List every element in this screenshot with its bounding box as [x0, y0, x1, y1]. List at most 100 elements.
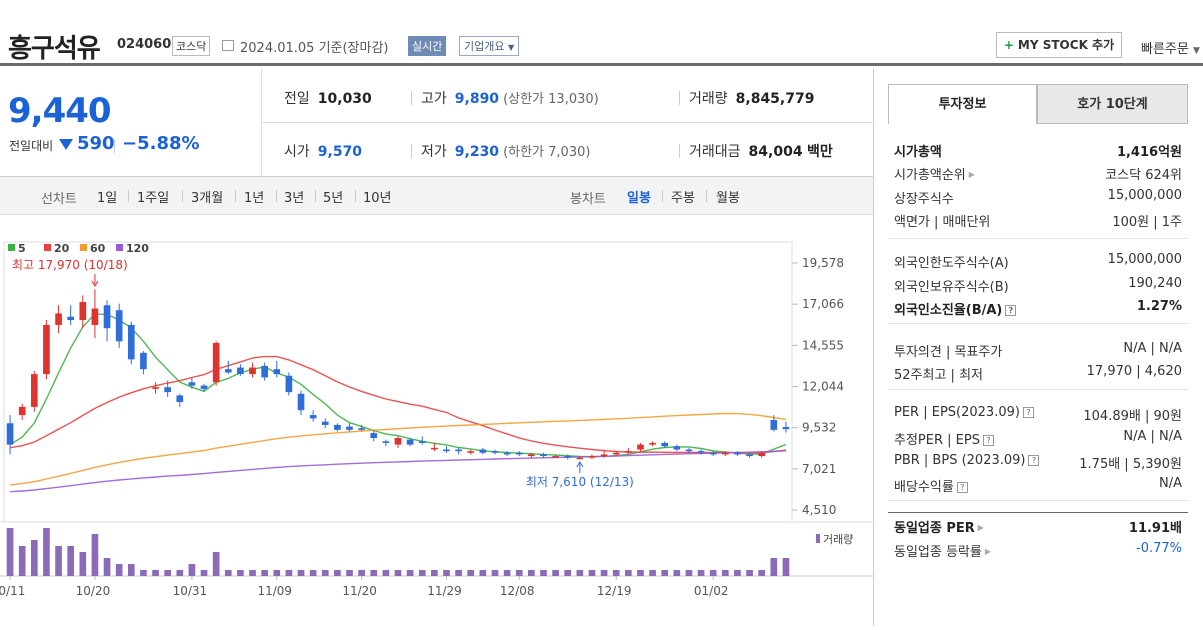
divider	[411, 144, 412, 158]
period-3m[interactable]: 3개월	[191, 191, 224, 206]
stock-chart[interactable]: 19,578 17,066 14,555 12,044 9,532 7,021 4,510 1…	[0, 216, 874, 626]
candle-weekly[interactable]: 주봉	[671, 191, 695, 206]
info-label-text: 액면가 | 매매단위	[894, 215, 991, 230]
info-label-text: 배당수익률	[894, 480, 954, 495]
divider	[235, 190, 236, 202]
volume-bar	[285, 570, 293, 576]
volume-bar	[721, 570, 729, 576]
info-label[interactable]: 시가총액순위 ▶	[894, 164, 975, 183]
volume-bar	[479, 570, 487, 576]
company-info-label: 기업개요	[464, 40, 505, 53]
volume-bar	[55, 546, 62, 576]
info-value: 1.27%	[1136, 299, 1182, 314]
amount-unit: 백만	[807, 144, 833, 160]
realtime-button[interactable]: 실시간	[408, 36, 447, 56]
x-tick-label: 10/31	[173, 584, 208, 598]
volume-bar	[443, 570, 450, 576]
volume-bar	[164, 570, 171, 576]
help-icon[interactable]: ?	[956, 482, 968, 493]
candle-body	[734, 452, 741, 455]
candle-body	[528, 454, 535, 457]
help-icon[interactable]: ?	[1028, 455, 1040, 466]
low-label: 저가	[421, 144, 447, 160]
candle-body	[79, 301, 87, 321]
volume-bar	[600, 570, 608, 576]
y-tick-label: 14,555	[802, 338, 844, 352]
volume-bar	[625, 570, 632, 576]
company-info-dropdown[interactable]: 기업개요 ▼	[459, 36, 520, 56]
change-label: 전일대비	[9, 139, 54, 153]
help-icon[interactable]: ?	[982, 435, 994, 446]
volume-bar	[649, 570, 656, 576]
info-label-text: 외국인보유주식수(B)	[894, 280, 1009, 295]
volume: 거래량 8,845,779	[689, 88, 814, 108]
low-annotation: 최저 7,610 (12/13)	[526, 475, 634, 489]
legend-label: 60	[90, 242, 106, 255]
period-3y[interactable]: 3년	[284, 191, 305, 206]
info-label: PER | EPS(2023.09)?	[894, 405, 1034, 420]
info-value: 100원 | 1주	[1112, 215, 1182, 230]
tab-orderbook[interactable]: 호가 10단계	[1037, 84, 1188, 124]
trade-amount: 거래대금 84,004 백만	[689, 141, 833, 161]
chevron-down-icon: ▼	[507, 43, 515, 52]
low-arrow-head	[576, 461, 584, 468]
info-label: 시가총액	[894, 141, 942, 160]
volume-bar	[6, 528, 14, 576]
legend-swatch	[8, 244, 15, 251]
invest-info-table: 시가총액 1,416억원 시가총액순위 ▶ 코스닥 624위 상장주식수 15,000,00…	[888, 124, 1188, 574]
open-value: 9,570	[317, 144, 363, 160]
period-5y[interactable]: 5년	[323, 191, 344, 206]
candle-body	[164, 387, 171, 393]
candle-chart-label: 봉차트	[570, 192, 606, 207]
period-10y[interactable]: 10년	[363, 191, 392, 206]
candle-daily[interactable]: 일봉	[627, 191, 651, 206]
period-1d[interactable]: 1일	[97, 191, 118, 206]
candle-body	[649, 442, 656, 445]
help-icon[interactable]: ?	[1022, 407, 1034, 418]
volume-bar	[127, 564, 135, 576]
candle-body	[370, 433, 378, 439]
candle-body	[600, 454, 608, 457]
info-label-text: 추정PER | EPS	[894, 433, 980, 448]
candle-monthly[interactable]: 월봉	[716, 191, 740, 206]
period-1y[interactable]: 1년	[244, 191, 265, 206]
info-value: 15,000,000	[1107, 188, 1182, 203]
info-label-text: 상장주식수	[894, 192, 954, 207]
info-value: N/A | N/A	[1123, 341, 1182, 356]
period-1w[interactable]: 1주일	[137, 191, 170, 206]
volume-bar	[734, 570, 741, 576]
volume-bar	[697, 570, 705, 576]
candle-body	[321, 421, 329, 425]
candle-body	[491, 451, 499, 453]
volume-bar	[212, 552, 220, 576]
volume-label: 거래량	[689, 91, 728, 107]
candle-body	[418, 441, 426, 443]
tab-invest-info[interactable]: 투자정보	[888, 84, 1037, 124]
candle-body	[212, 342, 220, 383]
info-value: 1.75배 | 5,390원	[1079, 457, 1182, 472]
info-label: 상장주식수	[894, 188, 954, 207]
volume-bar	[309, 570, 317, 576]
volume-bar	[515, 570, 523, 576]
divider	[261, 122, 874, 123]
chart-period-bar: 선차트 1일 1주일 3개월 1년 3년 5년 10년 봉차트 일봉 주봉 월봉	[0, 177, 874, 215]
divider	[888, 500, 1188, 501]
volume-legend-swatch	[816, 534, 820, 543]
volume-bar	[467, 570, 475, 576]
quick-order-button[interactable]: 빠른주문 ▼	[1141, 38, 1200, 57]
divider	[662, 190, 663, 202]
volume-bar	[91, 534, 99, 576]
plus-icon: +	[1003, 38, 1014, 52]
info-label[interactable]: 동일업종 PER ▶	[894, 517, 984, 536]
info-label[interactable]: 동일업종 등락률 ▶	[894, 541, 991, 560]
volume-bar	[394, 570, 402, 576]
candle-body	[30, 374, 38, 407]
down-arrow-icon	[59, 139, 73, 150]
amount-label: 거래대금	[689, 144, 741, 160]
info-value: N/A | N/A	[1123, 429, 1182, 444]
help-icon[interactable]: ?	[1005, 305, 1017, 316]
add-mystock-button[interactable]: + MY STOCK 추가	[996, 32, 1122, 58]
volume-bar	[552, 570, 559, 576]
change-percent: −5.88%	[122, 133, 200, 154]
high-value: 9,890	[454, 91, 500, 107]
